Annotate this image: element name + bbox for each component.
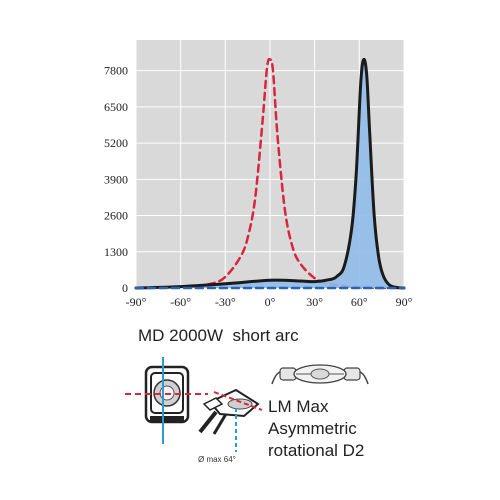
chart-caption: MD 2000W short arc: [138, 326, 299, 345]
series-1-area: [136, 59, 404, 288]
lamp-line-2: Asymmetric: [268, 419, 357, 438]
lamp-line-1: LM Max: [268, 397, 329, 416]
x-tick-label: 0°: [265, 295, 276, 309]
fixture-side-icon: [198, 388, 263, 452]
x-tick-label: -60°: [170, 295, 191, 309]
series-0-line: [134, 57, 406, 290]
series-1-line: [134, 57, 406, 290]
y-tick-label: 7800: [104, 64, 128, 78]
y-tick-label: 3900: [104, 172, 128, 186]
lamp-description: LM Max Asymmetric rotational D2: [268, 396, 364, 462]
x-tick-label: -30°: [215, 295, 236, 309]
y-tick-label: 0: [122, 281, 128, 295]
y-tick-label: 1300: [104, 245, 128, 259]
beam-diameter-label: Ø max 64°: [198, 455, 236, 464]
fixture-front-icon: [125, 357, 208, 444]
lamp-line-3: rotational D2: [268, 441, 365, 460]
y-tick-label: 6500: [104, 100, 128, 114]
intensity-chart: -90° -60° -30° 0° 30° 60° 90° 0 1300 2600 3900 5200…: [104, 40, 413, 309]
x-tick-label: 90°: [396, 295, 413, 309]
tick-labels: -90° -60° -30° 0° 30° 60° 90° 0 1300 2600 3900 5200…: [104, 64, 413, 309]
x-tick-label: -90°: [126, 295, 147, 309]
x-tick-label: 60°: [351, 295, 368, 309]
x-tick-label: 30°: [306, 295, 323, 309]
y-tick-label: 5200: [104, 136, 128, 150]
lamp-bulb-icon: [271, 364, 369, 385]
y-tick-label: 2600: [104, 209, 128, 223]
series-layer: [134, 57, 406, 290]
